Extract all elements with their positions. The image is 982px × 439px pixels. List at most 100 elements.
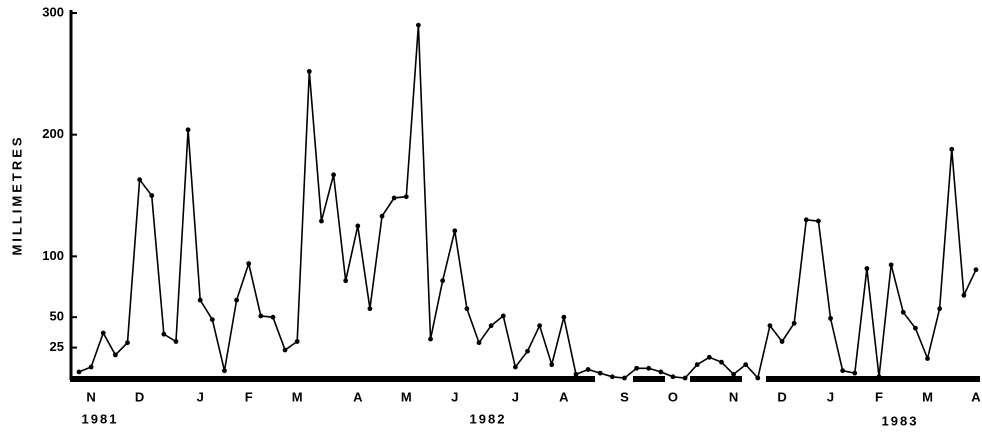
x-tick-label: M [401,389,412,404]
data-point [355,223,361,229]
data-point [900,309,906,315]
x-axis-bar [766,376,980,382]
x-tick-label: J [197,389,204,404]
x-axis-bar [70,376,595,382]
data-point [416,22,421,28]
data-point [488,323,494,329]
data-point [76,369,82,375]
data-point [840,368,846,374]
data-point [925,356,930,361]
x-tick-label: J [827,389,834,404]
y-tick-label: 200 [42,126,64,141]
x-tick-label: F [245,389,253,404]
data-point [646,365,652,371]
data-point [912,325,918,331]
data-point [682,375,688,381]
data-point [500,313,506,319]
data-point [367,306,373,312]
x-tick-label: J [451,389,458,404]
y-tick-label: 50 [50,309,64,324]
x-tick-label: D [777,389,786,404]
data-point [319,218,324,224]
data-point [876,374,882,380]
x-tick-label: N [729,389,738,404]
y-axis-label: MILLIMETRES [9,134,24,255]
x-tick-label: F [875,389,883,404]
data-point [864,266,870,271]
data-point [282,347,288,353]
data-point [306,69,312,74]
data-point [573,371,579,377]
x-axis-bar [690,376,742,382]
data-point [173,339,179,344]
data-point [222,368,227,374]
data-point [197,297,203,303]
x-axis-bar [633,376,665,382]
x-tick-label: A [353,389,363,404]
data-point [331,172,336,178]
data-point [561,314,567,320]
y-tick-label: 300 [42,4,64,19]
data-point [719,359,724,365]
data-point [731,371,736,377]
data-point [549,362,555,368]
data-point [209,317,215,322]
data-point [852,370,858,376]
data-point [743,362,749,368]
data-point [391,195,397,201]
data-point [525,348,530,354]
year-label: 1983 [882,413,919,428]
x-tick-label: A [971,389,981,404]
data-point [755,375,761,381]
data-point [379,213,385,219]
data-point [658,369,664,375]
data-point [973,267,979,273]
data-point [440,278,446,284]
y-tick-label: 100 [42,248,64,263]
x-tick-label: S [620,389,629,404]
data-point [100,330,106,336]
data-point [464,306,470,312]
data-point [949,146,955,152]
x-tick-label: O [668,389,678,404]
x-tick-label: D [135,389,144,404]
data-point [537,323,543,329]
data-point [234,297,239,303]
data-point [294,339,300,344]
data-point [888,262,894,268]
data-point [585,367,591,372]
data-point [185,127,191,133]
data-point [452,228,458,234]
y-tick-label: 25 [50,339,64,354]
data-point [816,218,821,224]
year-label: 1982 [470,411,507,426]
data-point [791,320,797,326]
data-point [476,340,482,346]
data-point [609,374,615,380]
data-point [961,292,967,298]
data-point [258,313,264,319]
data-point [246,261,252,267]
data-point [597,370,603,376]
data-point [270,314,276,320]
data-point [767,323,773,329]
data-point [512,364,518,370]
data-point [428,336,433,342]
x-tick-label: N [86,389,95,404]
data-point [622,375,627,381]
data-point [161,331,167,337]
x-tick-label: J [512,389,519,404]
data-point [149,193,155,198]
data-point [112,352,118,358]
data-line [78,25,977,380]
data-point [803,217,809,223]
x-tick-label: A [559,389,569,404]
data-point [779,339,785,344]
data-point [828,315,833,321]
x-tick-label: M [922,389,933,404]
data-point [137,177,143,183]
data-point [706,354,712,360]
data-point [125,340,130,346]
data-point [634,365,639,371]
